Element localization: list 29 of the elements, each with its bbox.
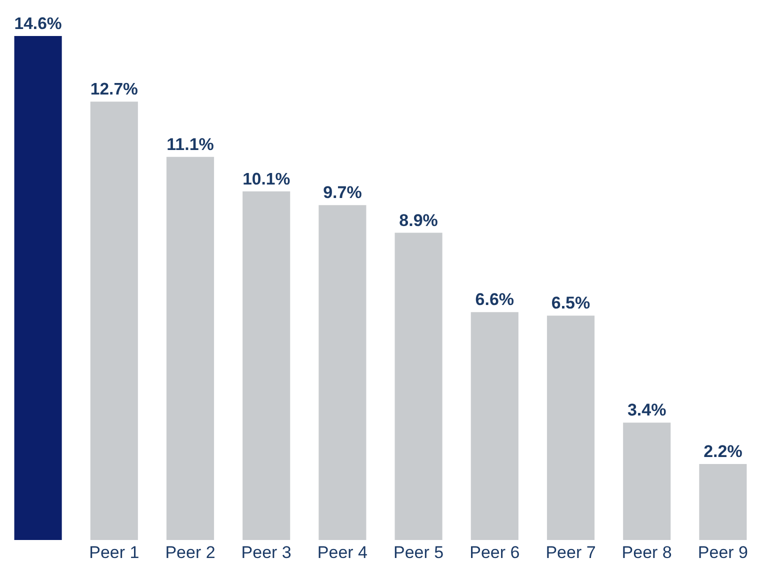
x-tick-label: Peer 9 (698, 543, 748, 562)
bar (623, 422, 671, 540)
bar (242, 191, 290, 540)
bar (699, 464, 747, 540)
x-tick-label: Peer 3 (241, 543, 292, 562)
data-label: 2.2% (704, 442, 742, 462)
bar (166, 156, 214, 540)
bar (318, 205, 366, 540)
data-label: 14.6% (14, 14, 62, 34)
x-tick-label: Peer 4 (317, 543, 368, 562)
data-label: 3.4% (627, 400, 666, 420)
data-label: 8.9% (399, 210, 438, 230)
bar (470, 312, 518, 540)
data-label: 12.7% (90, 80, 138, 99)
x-tick-label: Peer 7 (546, 543, 596, 562)
data-label: 10.1% (242, 169, 290, 188)
bar (546, 316, 595, 540)
data-label: 9.7% (323, 183, 362, 202)
x-tick-label: Peer 8 (622, 543, 672, 562)
data-label: 11.1% (166, 134, 214, 154)
bar (14, 36, 62, 540)
data-label: 6.6% (475, 290, 514, 310)
x-tick-label: Peer 2 (165, 543, 216, 562)
x-tick-label: Peer 6 (470, 543, 520, 562)
bar (394, 232, 442, 540)
bar (90, 102, 138, 540)
data-label: 6.5% (551, 294, 590, 313)
x-tick-label: Peer 5 (394, 543, 444, 562)
x-tick-label: Peer 1 (89, 543, 140, 562)
